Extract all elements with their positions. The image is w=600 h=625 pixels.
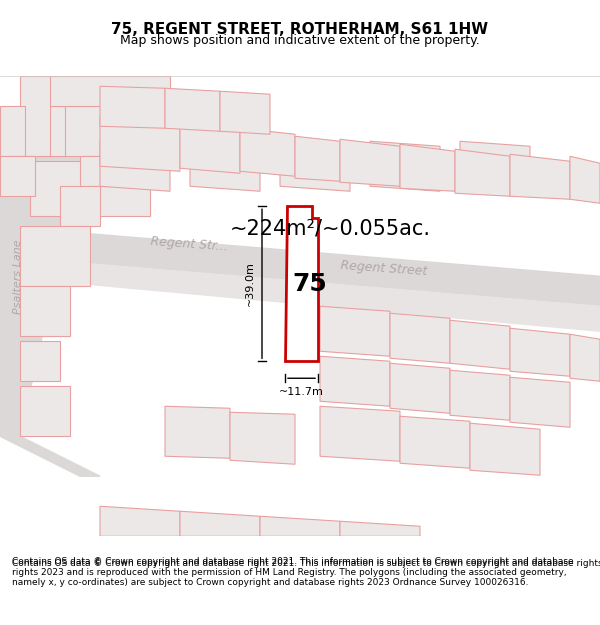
- Polygon shape: [0, 156, 35, 196]
- Polygon shape: [295, 136, 340, 181]
- Polygon shape: [400, 144, 455, 191]
- Polygon shape: [450, 320, 510, 369]
- Polygon shape: [0, 226, 600, 306]
- Polygon shape: [450, 370, 510, 420]
- Polygon shape: [180, 126, 240, 173]
- Polygon shape: [100, 506, 180, 536]
- Polygon shape: [260, 516, 340, 536]
- Polygon shape: [570, 156, 600, 203]
- Polygon shape: [390, 363, 450, 413]
- Polygon shape: [0, 106, 25, 156]
- Polygon shape: [0, 76, 100, 476]
- Polygon shape: [190, 141, 260, 191]
- Polygon shape: [390, 313, 450, 363]
- Polygon shape: [230, 412, 295, 464]
- Polygon shape: [340, 139, 400, 186]
- Polygon shape: [510, 328, 570, 376]
- Polygon shape: [60, 186, 100, 226]
- Polygon shape: [20, 286, 70, 336]
- Polygon shape: [370, 141, 440, 191]
- Text: ~224m²/~0.055ac.: ~224m²/~0.055ac.: [230, 218, 431, 238]
- Polygon shape: [340, 521, 420, 536]
- Polygon shape: [570, 334, 600, 381]
- Polygon shape: [90, 166, 150, 216]
- Text: 75, REGENT STREET, ROTHERHAM, S61 1HW: 75, REGENT STREET, ROTHERHAM, S61 1HW: [112, 22, 488, 37]
- Polygon shape: [470, 423, 540, 475]
- Polygon shape: [20, 386, 70, 436]
- Text: ~11.7m: ~11.7m: [279, 388, 324, 398]
- Text: 75: 75: [293, 272, 328, 296]
- Polygon shape: [180, 511, 260, 536]
- Polygon shape: [285, 206, 318, 361]
- Polygon shape: [20, 76, 50, 156]
- Polygon shape: [20, 226, 90, 286]
- Text: Psalters Lane: Psalters Lane: [13, 239, 23, 314]
- Polygon shape: [320, 406, 400, 461]
- Polygon shape: [30, 106, 130, 156]
- Text: Map shows position and indicative extent of the property.: Map shows position and indicative extent…: [120, 34, 480, 48]
- Polygon shape: [0, 256, 600, 331]
- Text: Contains OS data © Crown copyright and database right 2021. This information is : Contains OS data © Crown copyright and d…: [12, 558, 574, 588]
- Polygon shape: [30, 106, 65, 156]
- Text: Contains OS data © Crown copyright and database right 2021. This information is : Contains OS data © Crown copyright and d…: [12, 559, 600, 568]
- Polygon shape: [460, 141, 530, 191]
- Polygon shape: [510, 154, 570, 199]
- Polygon shape: [240, 128, 295, 176]
- Polygon shape: [510, 378, 570, 428]
- Polygon shape: [100, 86, 165, 128]
- Polygon shape: [280, 141, 350, 191]
- Polygon shape: [220, 91, 270, 134]
- Polygon shape: [20, 341, 60, 381]
- Polygon shape: [455, 149, 510, 196]
- Polygon shape: [320, 356, 390, 406]
- Polygon shape: [165, 88, 220, 131]
- Text: ~39.0m: ~39.0m: [245, 261, 255, 306]
- Polygon shape: [80, 156, 110, 186]
- Text: Regent Street: Regent Street: [340, 259, 428, 278]
- Polygon shape: [30, 161, 90, 216]
- Text: Regent Str...: Regent Str...: [150, 235, 228, 253]
- Polygon shape: [30, 76, 170, 106]
- Polygon shape: [400, 416, 470, 468]
- Polygon shape: [165, 406, 230, 458]
- Polygon shape: [100, 141, 170, 191]
- Polygon shape: [320, 306, 390, 356]
- Polygon shape: [100, 116, 180, 171]
